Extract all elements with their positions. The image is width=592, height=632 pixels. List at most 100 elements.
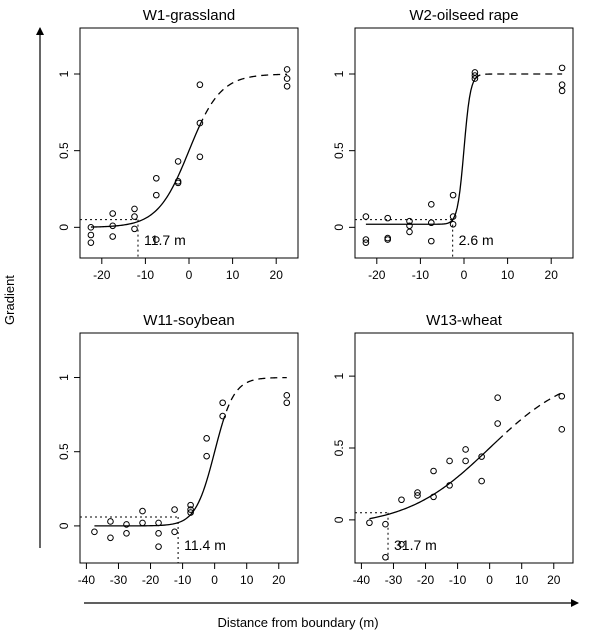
data-point <box>462 457 469 465</box>
data-point <box>283 75 291 82</box>
data-point <box>406 222 413 230</box>
x-tick-label: -10 <box>137 268 155 282</box>
data-point <box>406 228 413 236</box>
data-point <box>196 81 204 89</box>
panel-title: W1-grassland <box>143 7 236 24</box>
threshold-label: 11.7 m <box>144 232 186 248</box>
fitted-curve-extrapolated <box>222 376 287 423</box>
data-point <box>171 528 178 536</box>
data-point <box>494 420 501 427</box>
data-point <box>362 213 370 220</box>
data-point <box>139 519 146 527</box>
x-tick-label: -10 <box>449 573 467 587</box>
y-axis-title: Gradient <box>2 275 17 325</box>
y-tick-label: 0.5 <box>57 443 71 460</box>
fitted-curve-extrapolated <box>474 73 563 80</box>
data-point <box>449 220 457 228</box>
x-tick-label: 20 <box>272 573 286 587</box>
data-point <box>382 520 389 528</box>
data-point <box>384 236 392 243</box>
fitted-curve-extrapolated <box>497 392 563 441</box>
panels: W1-grassland 0 0.5 1 -20 -10 0 10 20 11.7 m W2-oil… <box>57 7 574 587</box>
data-point <box>203 452 210 460</box>
data-point <box>153 236 160 243</box>
x-tick-label: 10 <box>501 268 515 282</box>
threshold-label: 2.6 m <box>459 232 494 248</box>
panel-4: W13-wheat 0 0.5 1 -40 -30 -20 -10 0 10 20 31.7 m <box>332 312 574 587</box>
y-tick-label: 0 <box>57 522 71 529</box>
data-point <box>196 119 204 127</box>
data-point <box>187 501 194 509</box>
data-point <box>558 64 566 72</box>
data-point <box>428 237 435 245</box>
x-tick-label: -20 <box>417 573 435 587</box>
data-point <box>478 453 485 460</box>
data-point <box>406 217 413 225</box>
x-tick-label: -10 <box>412 268 430 282</box>
data-point <box>430 467 437 475</box>
data-point <box>362 236 370 243</box>
panel-title: W2-oilseed rape <box>409 7 518 24</box>
data-point <box>471 72 479 79</box>
data-point <box>153 174 160 182</box>
data-point <box>414 492 421 499</box>
data-point <box>449 213 457 220</box>
data-point <box>131 205 138 213</box>
y-tick-label: 0.5 <box>57 142 71 159</box>
data-point <box>471 75 479 82</box>
panel-1: W1-grassland 0 0.5 1 -20 -10 0 10 20 11.7 m <box>57 7 299 282</box>
data-point <box>155 543 162 550</box>
data-point <box>446 457 453 465</box>
x-tick-label: 10 <box>515 573 529 587</box>
x-tick-label: 20 <box>545 268 559 282</box>
x-axis-title: Distance from boundary (m) <box>217 615 378 630</box>
data-point <box>107 518 114 525</box>
panel-2: W2-oilseed rape 0 0.5 1 -20 -10 0 10 20 2.6 m <box>332 7 574 282</box>
y-tick-label: 0 <box>332 224 346 231</box>
data-point <box>219 399 226 407</box>
x-tick-label: -30 <box>385 573 403 587</box>
fitted-curve-solid <box>369 439 499 520</box>
data-point <box>219 412 226 420</box>
data-point <box>87 239 95 246</box>
data-point <box>283 399 291 407</box>
data-point <box>174 158 182 165</box>
data-point <box>131 213 138 220</box>
data-point <box>398 541 405 548</box>
panel-frame <box>79 332 299 564</box>
x-tick-label: 10 <box>240 573 254 587</box>
data-point <box>494 394 501 401</box>
x-tick-label: 0 <box>461 268 468 282</box>
panel-title: W13-wheat <box>426 312 503 329</box>
data-point <box>362 239 370 246</box>
data-point <box>558 81 566 89</box>
x-tick-label: -40 <box>353 573 371 587</box>
fitted-curve-extrapolated <box>199 73 288 126</box>
data-point <box>203 435 210 442</box>
data-point <box>414 489 421 496</box>
data-point <box>123 521 130 528</box>
data-point <box>558 392 566 400</box>
data-point <box>430 493 437 501</box>
x-tick-label: -20 <box>368 268 386 282</box>
data-point <box>187 506 194 513</box>
threshold-label: 31.7 m <box>394 537 437 553</box>
data-point <box>109 233 116 240</box>
data-point <box>131 225 138 233</box>
y-tick-label: 0.5 <box>332 142 346 159</box>
x-tick-label: -20 <box>93 268 111 282</box>
fitted-curve-solid <box>90 124 201 228</box>
data-point <box>398 496 405 504</box>
data-point <box>155 530 162 537</box>
x-tick-label: -20 <box>142 573 160 587</box>
data-point <box>91 528 98 536</box>
data-point <box>366 519 373 527</box>
y-tick-label: 1 <box>332 70 346 77</box>
data-point <box>558 87 566 95</box>
fitted-curve-solid <box>365 78 476 225</box>
x-tick-label: -30 <box>110 573 128 587</box>
y-tick-label: 0.5 <box>332 439 346 456</box>
data-point <box>155 519 162 527</box>
panel-3: W11-soybean 0 0.5 1 -40 -30 -20 -10 0 10 20 11.4 m <box>57 312 299 587</box>
y-tick-label: 0 <box>332 516 346 523</box>
